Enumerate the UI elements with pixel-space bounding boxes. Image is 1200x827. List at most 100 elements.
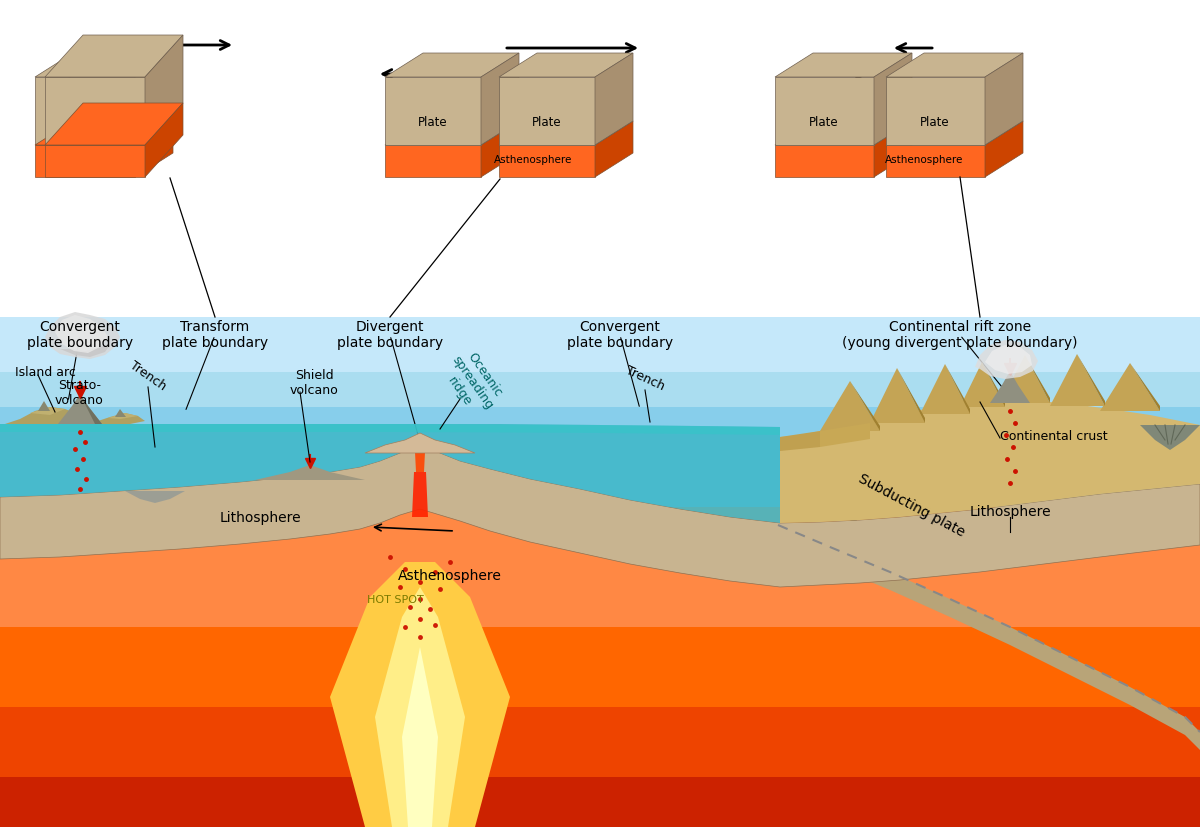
Polygon shape (35, 122, 173, 146)
Polygon shape (960, 362, 1006, 408)
Polygon shape (982, 362, 1006, 408)
Polygon shape (874, 54, 912, 146)
Polygon shape (775, 54, 912, 78)
Polygon shape (46, 313, 120, 360)
Polygon shape (990, 371, 1030, 404)
Polygon shape (0, 424, 780, 523)
Polygon shape (145, 36, 182, 146)
Polygon shape (415, 452, 425, 472)
Polygon shape (46, 78, 145, 146)
Polygon shape (385, 122, 520, 146)
Polygon shape (775, 78, 874, 146)
Polygon shape (974, 341, 1038, 380)
Text: Plate: Plate (920, 117, 950, 129)
Polygon shape (80, 394, 102, 424)
Text: Oceanic
spreading
ridge: Oceanic spreading ridge (437, 345, 508, 420)
Polygon shape (125, 491, 185, 504)
Polygon shape (402, 648, 438, 827)
Polygon shape (775, 146, 874, 178)
Polygon shape (385, 78, 481, 146)
Text: Divergent
plate boundary: Divergent plate boundary (337, 319, 443, 350)
Polygon shape (38, 402, 50, 412)
Polygon shape (1025, 356, 1050, 404)
Polygon shape (946, 365, 970, 414)
Polygon shape (481, 54, 520, 146)
Text: Strato-
volcano: Strato- volcano (55, 379, 103, 407)
Text: Subducting plate: Subducting plate (857, 471, 967, 539)
Polygon shape (256, 466, 365, 480)
Text: Asthenosphere: Asthenosphere (398, 568, 502, 582)
Polygon shape (134, 54, 173, 146)
Text: Transform
plate boundary: Transform plate boundary (162, 319, 268, 350)
Polygon shape (46, 146, 145, 178)
Polygon shape (0, 508, 1200, 627)
Polygon shape (886, 78, 985, 146)
Polygon shape (60, 346, 110, 357)
Text: Island arc: Island arc (14, 366, 76, 379)
Polygon shape (0, 318, 1200, 408)
Text: Continental rift zone
(young divergent plate boundary): Continental rift zone (young divergent p… (842, 319, 1078, 350)
Text: Trench: Trench (624, 364, 666, 393)
Polygon shape (499, 78, 595, 146)
Polygon shape (385, 146, 481, 178)
Polygon shape (365, 433, 475, 453)
Polygon shape (0, 707, 1200, 827)
Polygon shape (115, 409, 126, 418)
Polygon shape (898, 369, 925, 423)
Polygon shape (481, 122, 520, 178)
Polygon shape (1000, 356, 1050, 404)
Polygon shape (5, 408, 85, 424)
Text: Plate: Plate (418, 117, 448, 129)
Polygon shape (985, 54, 1022, 146)
Polygon shape (0, 318, 1200, 372)
Polygon shape (330, 562, 510, 827)
Polygon shape (46, 36, 182, 78)
Polygon shape (35, 146, 134, 178)
Polygon shape (0, 424, 780, 436)
Polygon shape (1140, 425, 1200, 451)
Polygon shape (775, 122, 912, 146)
Polygon shape (0, 777, 1200, 827)
Polygon shape (874, 122, 912, 178)
Text: Plate: Plate (532, 117, 562, 129)
Polygon shape (35, 54, 173, 78)
Polygon shape (886, 146, 985, 178)
Text: Asthenosphere: Asthenosphere (494, 155, 572, 165)
Text: Lithosphere: Lithosphere (220, 510, 301, 524)
Text: Plate: Plate (809, 117, 839, 129)
Polygon shape (30, 408, 65, 415)
Text: Shield
volcano: Shield volcano (290, 369, 338, 396)
Polygon shape (780, 400, 1200, 523)
Polygon shape (820, 381, 880, 432)
Polygon shape (499, 122, 634, 146)
Polygon shape (499, 146, 595, 178)
Polygon shape (35, 78, 134, 146)
Polygon shape (886, 122, 1022, 146)
Text: HOT SPOT: HOT SPOT (367, 595, 424, 605)
Polygon shape (0, 627, 1200, 777)
Polygon shape (499, 54, 634, 78)
Polygon shape (886, 54, 1022, 78)
Polygon shape (374, 587, 466, 827)
Text: Continental crust: Continental crust (1000, 429, 1108, 442)
Polygon shape (46, 104, 182, 146)
Polygon shape (0, 547, 1200, 707)
Polygon shape (108, 414, 138, 419)
Polygon shape (145, 104, 182, 178)
Text: Trench: Trench (127, 358, 169, 393)
Polygon shape (870, 369, 925, 423)
Polygon shape (0, 446, 1200, 587)
Polygon shape (1078, 355, 1105, 407)
Polygon shape (820, 423, 870, 447)
Polygon shape (778, 525, 1200, 750)
Polygon shape (412, 472, 428, 518)
Polygon shape (58, 394, 102, 424)
Polygon shape (55, 316, 108, 354)
Polygon shape (985, 122, 1022, 178)
Polygon shape (134, 122, 173, 178)
Polygon shape (1130, 364, 1160, 412)
Polygon shape (385, 54, 520, 78)
Text: Lithosphere: Lithosphere (970, 504, 1051, 519)
Polygon shape (1100, 364, 1160, 412)
Polygon shape (95, 414, 145, 424)
